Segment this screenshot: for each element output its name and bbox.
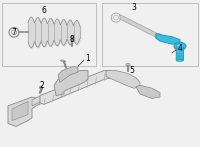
Polygon shape <box>58 66 78 82</box>
Ellipse shape <box>174 42 186 50</box>
Polygon shape <box>120 15 158 38</box>
Polygon shape <box>156 34 180 44</box>
Text: 5: 5 <box>130 66 134 75</box>
Polygon shape <box>106 71 140 88</box>
Text: 3: 3 <box>132 3 136 12</box>
Polygon shape <box>136 85 160 98</box>
Polygon shape <box>12 101 28 121</box>
FancyBboxPatch shape <box>176 48 183 61</box>
Polygon shape <box>40 71 112 104</box>
Bar <box>2 3 96 66</box>
Bar <box>102 3 198 66</box>
Ellipse shape <box>176 44 184 49</box>
Polygon shape <box>54 71 88 96</box>
Polygon shape <box>32 94 44 106</box>
Text: 4: 4 <box>178 44 182 53</box>
Ellipse shape <box>39 86 43 89</box>
Ellipse shape <box>155 34 161 39</box>
Ellipse shape <box>70 37 74 38</box>
Ellipse shape <box>126 63 130 66</box>
Text: 1: 1 <box>86 54 90 63</box>
Polygon shape <box>8 97 40 126</box>
Text: 6: 6 <box>42 6 46 15</box>
Ellipse shape <box>61 60 65 62</box>
Ellipse shape <box>177 59 183 61</box>
Text: 2: 2 <box>40 81 44 90</box>
Text: 8: 8 <box>70 35 74 44</box>
Text: 7: 7 <box>12 28 16 37</box>
